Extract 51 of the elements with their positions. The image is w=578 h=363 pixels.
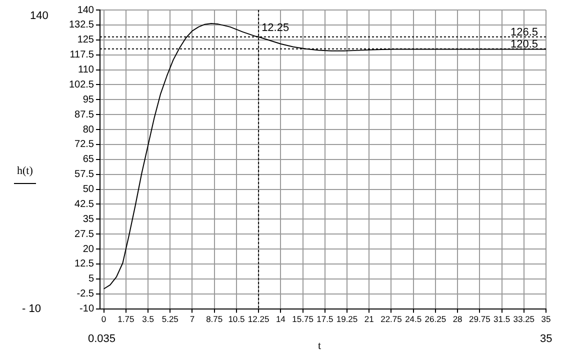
x-tick-label: 3.5 [142,314,154,324]
text: - 10 [22,302,41,315]
x-tick-label: 28 [452,314,463,324]
y-tick-label: -10 [80,304,94,315]
x-tick-label: 10.5 [228,314,245,324]
y-tick-label: 117.5 [70,50,94,61]
text: 0.035 [88,332,116,345]
y-tick-label: -2.5 [76,288,94,300]
y-tick-label: 80 [82,124,94,136]
y-tick-label: 132.5 [68,20,94,31]
y-tick-label: 72.5 [74,139,94,150]
x-tick-label: 33.25 [513,314,535,324]
x-tick-label: 1.75 [118,314,134,324]
x-tick-label: 15.75 [292,314,314,324]
y-tick-label: 12.5 [74,258,94,270]
ref-line-label: 126.5 [510,26,538,38]
x-tick-label: 17.5 [316,314,334,324]
y-tick-label: 110 [78,64,94,76]
y-tick-label: 95 [82,94,94,106]
x-tick-label: 0 [101,314,106,324]
ref-line-label: 12.25 [262,22,290,34]
x-tick-label: 19.25 [336,314,358,324]
y-tick-label: 5 [88,274,94,285]
x-tick-label: 14 [276,314,286,324]
x-tick-label: 12.25 [248,314,270,324]
x-tick-label: 26.25 [424,314,446,324]
x-tick-label: 5.25 [162,314,179,324]
x-tick-label: 35 [541,314,551,324]
y-tick-label: 125 [77,34,94,46]
y-tick-label: 27.5 [74,228,94,240]
y-tick-label: 20 [82,244,94,255]
x-tick-label: 31.5 [494,314,510,324]
x-tick-label: 29.75 [469,314,491,324]
text: 35 [540,332,552,345]
y-tick-label: 35 [82,214,94,225]
text: 140 [30,10,48,22]
y-axis-title: h(t) [14,165,36,184]
ref-line-label: 120.5 [510,38,538,50]
y-tick-label: 42.5 [74,198,94,210]
x-axis-title: t [318,340,322,352]
x-tick-label: 8.75 [206,314,223,324]
x-tick-label: 24.5 [405,314,422,324]
y-tick-label: 87.5 [74,109,94,120]
y-tick-label: 65 [82,154,94,166]
x-tick-label: 21 [364,314,374,324]
x-tick-label: 7 [190,314,195,324]
y-tick-label: 102.5 [68,79,94,90]
x-tick-label: 22.75 [380,314,402,324]
y-tick-label: 50 [82,184,94,196]
y-tick-label: 57.5 [74,169,94,180]
y-tick-label: 140 [77,4,94,16]
